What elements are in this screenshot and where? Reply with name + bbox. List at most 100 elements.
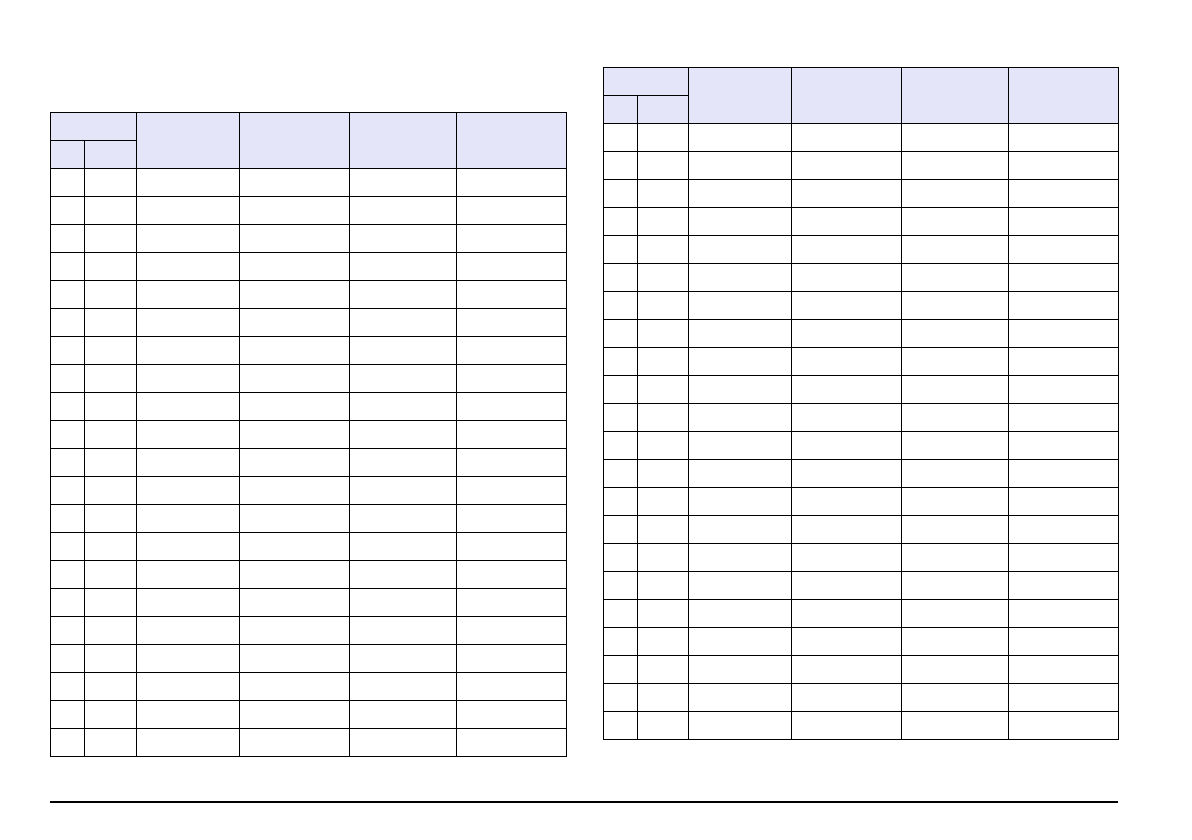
table-cell xyxy=(901,151,1009,180)
table-cell xyxy=(136,252,240,281)
table-cell xyxy=(901,375,1009,404)
table-row xyxy=(50,336,567,365)
table-cell xyxy=(1008,487,1119,516)
table-cell xyxy=(901,319,1009,348)
table-cell xyxy=(349,700,457,729)
table-row xyxy=(50,728,567,757)
table-cell xyxy=(84,532,137,561)
table-cell xyxy=(1008,263,1119,292)
table-cell xyxy=(688,375,792,404)
table-cell xyxy=(1008,543,1119,572)
table-cell xyxy=(50,672,85,701)
table-row xyxy=(603,319,1119,348)
table-cell xyxy=(84,728,137,757)
table-cell xyxy=(637,291,689,320)
table-row xyxy=(50,308,567,337)
table-cell xyxy=(637,627,689,656)
table-cell xyxy=(603,347,638,376)
table-cell xyxy=(456,728,567,757)
table-cell xyxy=(239,308,350,337)
table-cell xyxy=(136,308,240,337)
table-cell xyxy=(50,560,85,589)
table-cell xyxy=(349,224,457,253)
table-cell xyxy=(50,504,85,533)
table-cell xyxy=(456,616,567,645)
table-cell xyxy=(239,196,350,225)
table-cell xyxy=(456,252,567,281)
table-cell xyxy=(84,224,137,253)
table-cell xyxy=(136,644,240,673)
table-cell xyxy=(239,476,350,505)
table-cell xyxy=(688,319,792,348)
table-cell xyxy=(349,504,457,533)
table-cell xyxy=(349,420,457,449)
table-row xyxy=(603,263,1119,292)
table-cell xyxy=(791,487,902,516)
table-cell xyxy=(84,280,137,309)
table-cell xyxy=(50,588,85,617)
subheader-cell xyxy=(637,95,689,124)
table-cell xyxy=(50,616,85,645)
table-cell xyxy=(603,151,638,180)
table-cell xyxy=(50,476,85,505)
table-cell xyxy=(791,571,902,600)
table-cell xyxy=(349,336,457,365)
table-row xyxy=(50,280,567,309)
table-cell xyxy=(1008,403,1119,432)
table-cell xyxy=(637,711,689,740)
table-cell xyxy=(637,655,689,684)
table-cell xyxy=(50,420,85,449)
table-row xyxy=(50,448,567,477)
table-cell xyxy=(456,336,567,365)
table-cell xyxy=(603,683,638,712)
table-cell xyxy=(688,683,792,712)
table-cell xyxy=(603,319,638,348)
table-row xyxy=(50,588,567,617)
table-cell xyxy=(349,308,457,337)
table-cell xyxy=(603,291,638,320)
table-cell xyxy=(136,728,240,757)
table-cell xyxy=(688,347,792,376)
table-row xyxy=(603,375,1119,404)
table-cell xyxy=(239,392,350,421)
table-cell xyxy=(688,655,792,684)
table-cell xyxy=(456,280,567,309)
table-cell xyxy=(637,543,689,572)
table-cell xyxy=(349,168,457,197)
table-cell xyxy=(50,280,85,309)
table-cell xyxy=(1008,235,1119,264)
table-cell xyxy=(239,728,350,757)
table-cell xyxy=(603,123,638,152)
table-row xyxy=(603,515,1119,544)
table-cell xyxy=(136,420,240,449)
table-cell xyxy=(901,403,1009,432)
table-cell xyxy=(637,151,689,180)
table-cell xyxy=(50,700,85,729)
table-cell xyxy=(1008,319,1119,348)
table-cell xyxy=(50,224,85,253)
table-cell xyxy=(901,655,1009,684)
table-cell xyxy=(456,672,567,701)
table-cell xyxy=(84,616,137,645)
table-row xyxy=(603,403,1119,432)
table-cell xyxy=(603,571,638,600)
table-cell xyxy=(239,588,350,617)
table-cell xyxy=(791,291,902,320)
table-cell xyxy=(688,431,792,460)
table-cell xyxy=(637,375,689,404)
table-cell xyxy=(456,700,567,729)
table-cell xyxy=(136,672,240,701)
table-cell xyxy=(456,364,567,393)
table-cell xyxy=(688,599,792,628)
table-cell xyxy=(349,448,457,477)
table-cell xyxy=(1008,431,1119,460)
table-cell xyxy=(136,336,240,365)
table-cell xyxy=(901,123,1009,152)
table-row xyxy=(603,571,1119,600)
table-cell xyxy=(688,711,792,740)
table-cell xyxy=(603,179,638,208)
table-cell xyxy=(239,672,350,701)
table-cell xyxy=(84,700,137,729)
table-cell xyxy=(84,336,137,365)
table-cell xyxy=(1008,627,1119,656)
